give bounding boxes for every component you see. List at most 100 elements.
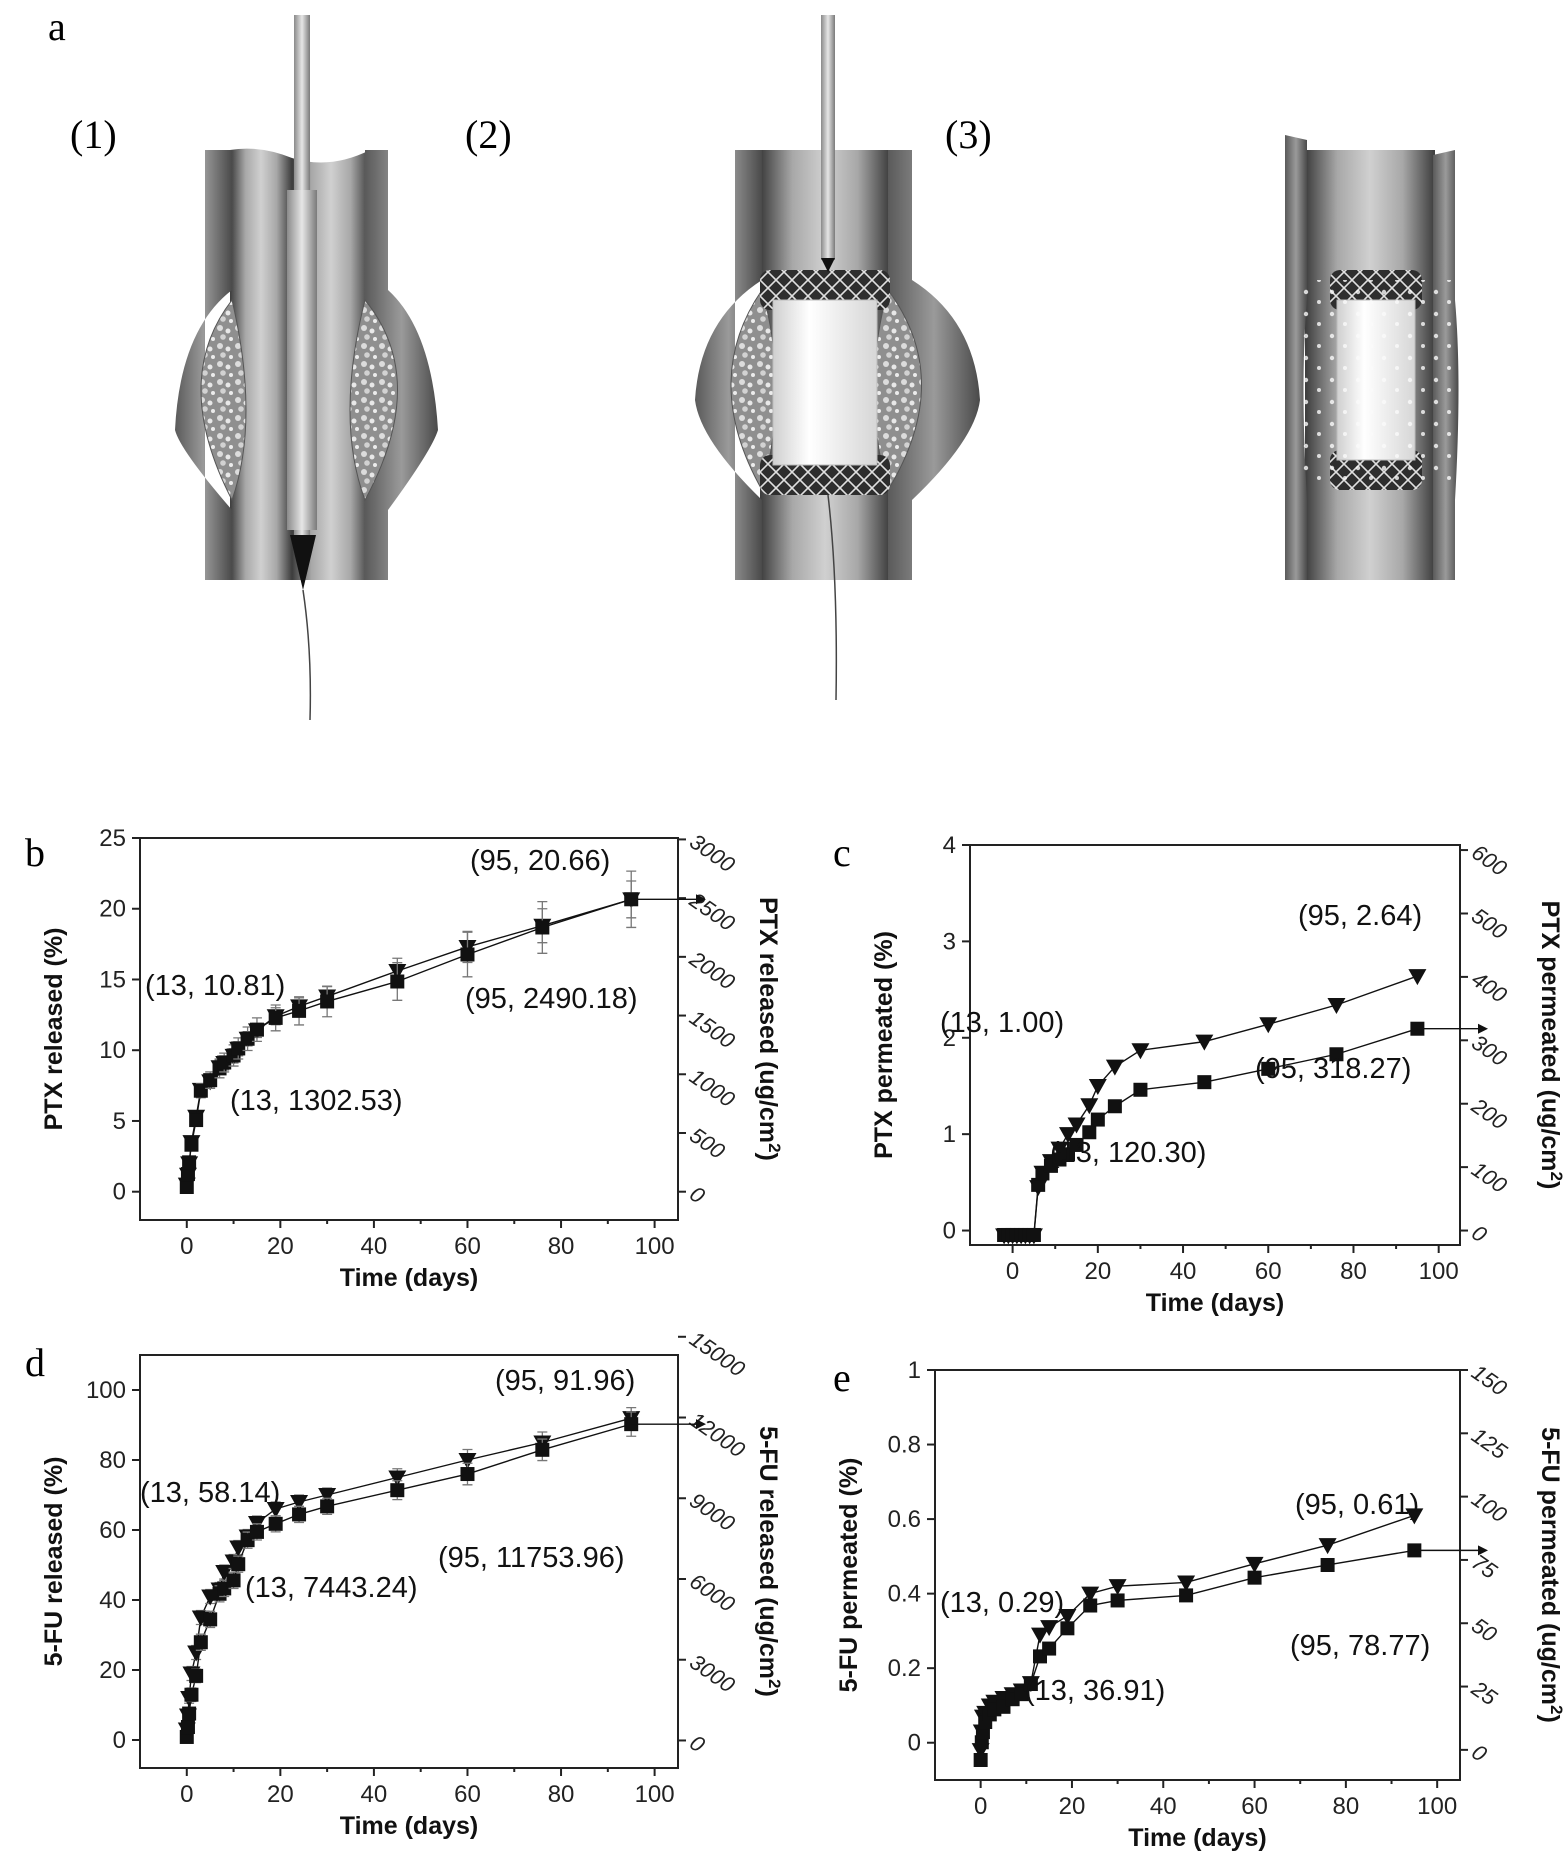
data-point-square (292, 1507, 307, 1522)
data-point-square (320, 1499, 335, 1514)
y2-tick-label: 500 (685, 1122, 730, 1164)
y-tick-label: 0.2 (888, 1655, 921, 1682)
y2-tick-label: 125 (1467, 1423, 1512, 1465)
y2-tick-label: 75 (1467, 1549, 1502, 1584)
vessel-step-3 (1285, 135, 1459, 580)
data-point-square (460, 947, 475, 962)
y-axis-label: 5-FU released (%) (40, 1457, 68, 1667)
data-annotation: (13, 0.29) (940, 1587, 1064, 1619)
data-point-triangle (266, 1502, 285, 1518)
y2-tick-label: 300 (1467, 1030, 1512, 1072)
y-tick-label: 0 (943, 1218, 956, 1245)
step-label-3: (3) (945, 112, 992, 157)
y-axis-label: PTX permeated (%) (870, 931, 898, 1159)
data-point-square (1042, 1641, 1057, 1656)
y-tick-label: 10 (99, 1037, 126, 1064)
y2-tick-label: 0 (685, 1730, 710, 1758)
data-point-square (180, 1720, 195, 1735)
data-point-square (1031, 1177, 1046, 1192)
data-point-triangle (1177, 1575, 1196, 1592)
panel-letter-d: d (25, 1340, 45, 1385)
data-point-triangle (290, 1495, 309, 1511)
y2-tick-label: 150 (1467, 1359, 1512, 1401)
x-tick-label: 80 (1333, 1793, 1360, 1820)
y-tick-label: 3 (943, 928, 956, 955)
x-axis-label: Time (days) (1128, 1824, 1266, 1852)
x-tick-label: 60 (1241, 1793, 1268, 1820)
panel-a-schematic: a (1) (2) (3) (48, 4, 1459, 721)
data-point-square (535, 1442, 550, 1457)
data-point-triangle (1405, 1508, 1424, 1525)
y2-axis-label: PTX released (ug/cm2) (754, 897, 785, 1161)
x-tick-label: 20 (1059, 1793, 1086, 1820)
data-point-square (460, 1467, 475, 1482)
data-point-triangle (1195, 1034, 1214, 1051)
data-point-square (320, 994, 335, 1009)
x-axis-label: Time (days) (1146, 1289, 1284, 1317)
data-point-square (1060, 1621, 1075, 1636)
x-tick-label: 100 (635, 1781, 675, 1808)
data-point-square (1133, 1082, 1148, 1097)
data-point-triangle (318, 1488, 337, 1504)
data-point-triangle (1081, 1586, 1100, 1603)
data-point-triangle (1105, 1059, 1124, 1076)
data-point-triangle (1067, 1117, 1086, 1134)
y2-axis-label: PTX permeated (ug/cm2) (1536, 901, 1563, 1190)
x-tick-label: 0 (1006, 1258, 1019, 1285)
y-tick-label: 100 (86, 1377, 126, 1404)
data-point-square (1082, 1125, 1097, 1140)
vessel-step-1 (175, 15, 438, 721)
y-tick-label: 20 (99, 1657, 126, 1684)
y-tick-label: 0 (113, 1179, 126, 1206)
y2-tick-label: 100 (1467, 1156, 1512, 1198)
data-annotation: (95, 20.66) (470, 845, 610, 877)
data-point-square (184, 1687, 199, 1702)
data-point-square (193, 1635, 208, 1650)
plot-frame (139, 1354, 679, 1769)
data-point-square (180, 1167, 195, 1182)
data-point-square (249, 1524, 264, 1539)
y2-tick-label: 15000 (685, 1326, 750, 1382)
data-point-square (203, 1073, 218, 1088)
y2-tick-label: 6000 (685, 1568, 740, 1617)
data-point-square (1320, 1557, 1335, 1572)
y-tick-label: 80 (99, 1447, 126, 1474)
data-point-square (390, 1483, 405, 1498)
plot-frame (969, 844, 1461, 1246)
data-point-square (249, 1022, 264, 1037)
data-point-triangle (1088, 1078, 1107, 1095)
vessel-step-2 (695, 15, 980, 701)
y2-tick-label: 2500 (684, 887, 740, 937)
y-tick-label: 5 (113, 1108, 126, 1135)
axis-arrow-head (696, 894, 706, 905)
y2-tick-label: 0 (1467, 1739, 1492, 1767)
y-tick-label: 25 (99, 825, 126, 852)
y2-tick-label: 0 (1467, 1220, 1492, 1248)
data-point-triangle (1327, 998, 1346, 1014)
plot-frame (139, 837, 679, 1221)
data-annotation: (95, 2.64) (1298, 900, 1422, 932)
plot-frame (934, 1369, 1461, 1781)
data-point-triangle (1031, 1627, 1049, 1644)
y2-tick-label: 2000 (684, 946, 740, 996)
chart-b: b0 20 40 60 80 100051015202505001000150020002… (25, 825, 785, 1292)
y2-tick-label: 0 (685, 1181, 710, 1209)
data-point-square (292, 1003, 307, 1018)
step-label-2: (2) (465, 112, 512, 157)
data-point-triangle (1131, 1043, 1150, 1060)
x-tick-label: 0 (974, 1793, 987, 1820)
y-tick-label: 60 (99, 1517, 126, 1544)
data-point-triangle (1050, 1141, 1069, 1158)
y-tick-label: 0.6 (888, 1506, 921, 1533)
series-line-triangle-down (1004, 975, 1418, 1237)
data-point-square (184, 1137, 199, 1152)
x-tick-label: 40 (361, 1781, 388, 1808)
data-point-square (231, 1557, 246, 1572)
y-tick-label: 2 (943, 1025, 956, 1052)
y-tick-label: 1 (908, 1357, 921, 1384)
data-annotation: (95, 318.27) (1255, 1053, 1411, 1085)
data-point-triangle (1245, 1556, 1264, 1573)
data-point-square (182, 1155, 197, 1170)
x-axis-label: Time (days) (340, 1264, 478, 1292)
